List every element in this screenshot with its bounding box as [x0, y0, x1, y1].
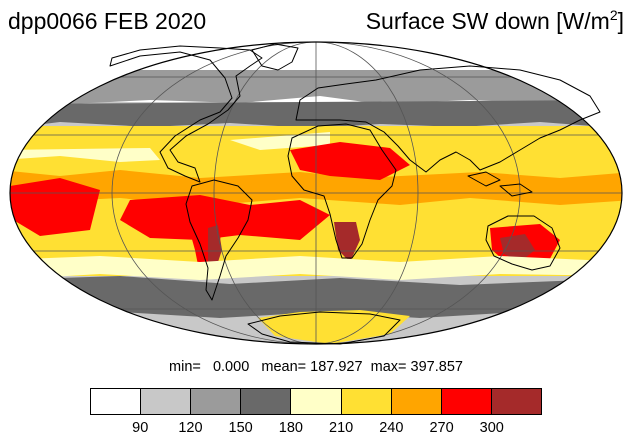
stat-mean-value: 187.927: [310, 359, 363, 375]
field-pale-band-2: [230, 132, 330, 150]
colorbar-tick-label: 150: [228, 420, 253, 436]
coast-eurasia: [295, 65, 601, 173]
coast-australia: [485, 215, 561, 271]
field-red-east-pacific: [10, 178, 100, 236]
field-north-storm-track: [10, 100, 620, 128]
colorbar-swatch: [91, 389, 142, 414]
colorbar-swatch: [191, 389, 242, 414]
colorbar-tick-label: 240: [379, 420, 404, 436]
colorbar-swatch: [491, 389, 541, 414]
colorbar-tick-label: 180: [278, 420, 303, 436]
colorbar-tick-label: 120: [178, 420, 203, 436]
coast-north-america: [109, 45, 263, 183]
meridian-60: [213, 42, 419, 344]
colorbar-swatch: [241, 389, 292, 414]
colorbar-labels: 90 120 150 180 210 240 270 300: [0, 420, 632, 440]
colorbar-tick-label: 210: [329, 420, 354, 436]
plot-title-left: dpp0066 FEB 2020: [8, 8, 207, 34]
colorbar-tick-label: 270: [429, 420, 454, 436]
stat-mean-label: mean=: [261, 359, 307, 375]
colorbar-swatch: [341, 389, 392, 414]
stat-max-value: 397.857: [410, 359, 463, 375]
stat-min-label: min=: [169, 359, 201, 375]
colorbar-swatch: [291, 389, 342, 414]
stat-min-value: 0.000: [212, 359, 250, 375]
coast-maritime-continent: [467, 171, 533, 197]
colorbar: [90, 388, 542, 415]
field-statistics: min= 0.000 mean= 187.927 max= 397.857: [0, 359, 632, 375]
map-border: [9, 41, 623, 345]
colorbar-swatch: [441, 389, 492, 414]
colorbar-tick-label: 90: [132, 420, 149, 436]
coast-south-america: [185, 179, 253, 301]
colorbar-swatch: [391, 389, 442, 414]
field-red-south-atlantic: [120, 195, 330, 240]
field-red-sahara: [290, 142, 410, 180]
coastlines: [109, 43, 601, 345]
colorbar-tick-label: 300: [479, 420, 504, 436]
field-antarctica-yellow: [258, 310, 410, 344]
stat-max-label: max=: [370, 359, 407, 375]
title-right-main: Surface SW down [W/m: [365, 8, 610, 34]
title-right-superscript: 2: [609, 7, 618, 23]
coast-africa: [287, 123, 397, 259]
coast-greenland: [251, 43, 299, 71]
graticule: [10, 42, 622, 344]
field-north-midlat-gray: [10, 70, 620, 104]
plot-title-right: Surface SW down [W/m2]: [366, 8, 624, 35]
field-brown-central-australia: [500, 234, 535, 262]
meridian-120: [111, 42, 521, 344]
title-right-end: ]: [617, 8, 624, 34]
colorbar-swatch: [141, 389, 192, 414]
coast-antarctica: [247, 311, 401, 345]
